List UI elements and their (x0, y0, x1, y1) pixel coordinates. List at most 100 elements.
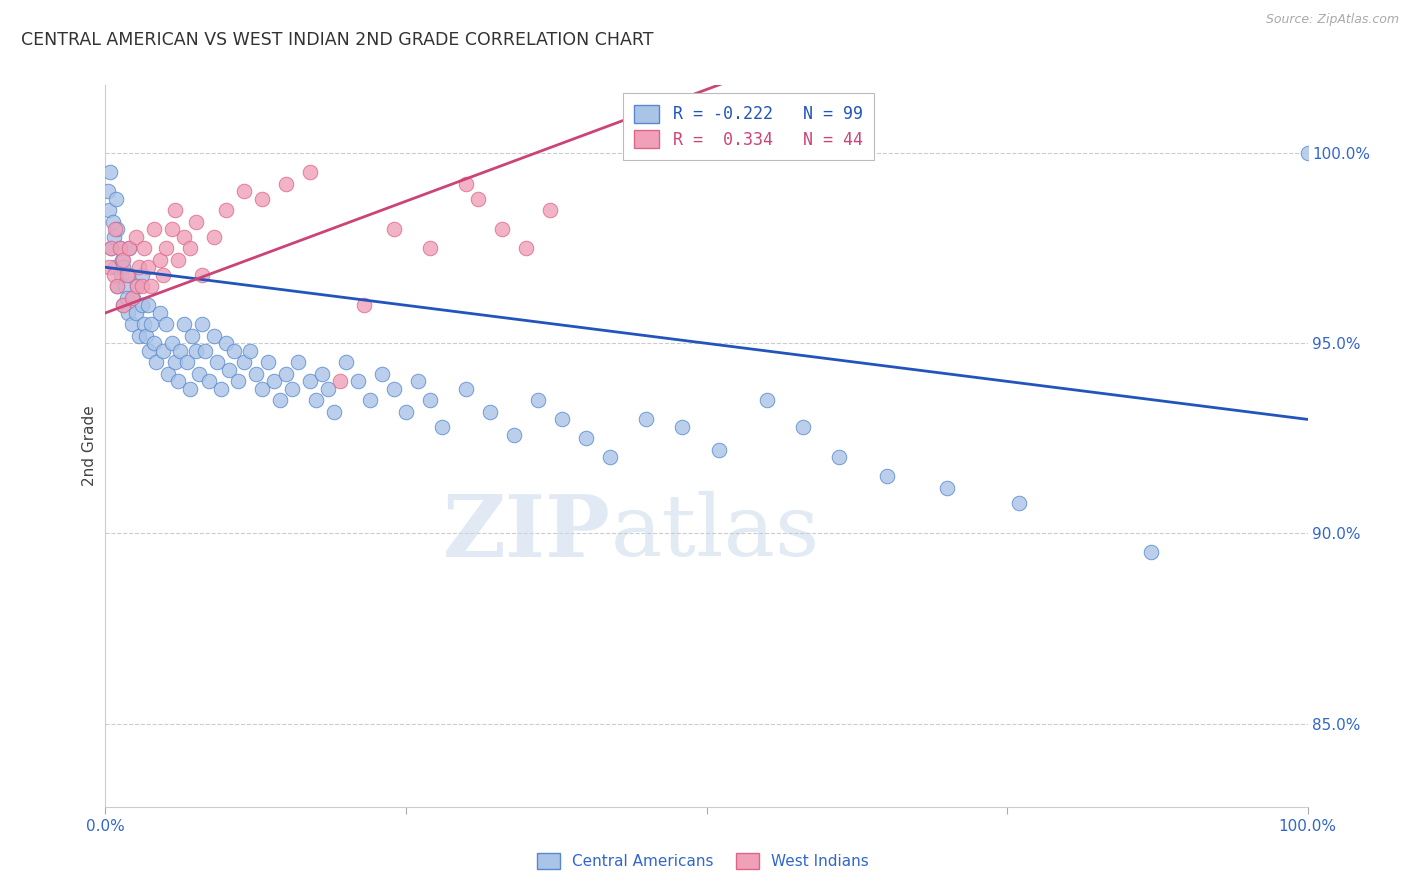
Point (239, 343, 262, 358)
Point (209, 382, 232, 396)
Point (155, 318, 177, 332)
Point (194, 343, 217, 358)
Point (155, 241, 177, 255)
Point (190, 318, 212, 332)
Point (179, 382, 201, 396)
Point (100, 241, 122, 255)
Point (232, 184, 254, 198)
Point (226, 375, 249, 389)
Point (145, 355, 167, 369)
Text: Source: ZipAtlas.com: Source: ZipAtlas.com (1265, 13, 1399, 27)
Point (454, 177, 477, 191)
Point (98, 165, 121, 179)
Point (371, 367, 394, 381)
Point (707, 442, 730, 457)
Point (274, 367, 297, 381)
Point (936, 481, 959, 495)
Point (118, 268, 141, 282)
Point (322, 405, 344, 419)
Point (97, 184, 120, 198)
Point (179, 241, 201, 255)
Legend: R = -0.222   N = 99, R =  0.334   N = 44: R = -0.222 N = 99, R = 0.334 N = 44 (623, 93, 875, 161)
Point (139, 279, 162, 293)
Point (105, 192, 128, 206)
Point (636, 412, 658, 426)
Point (173, 318, 195, 332)
Text: ZIP: ZIP (443, 491, 610, 574)
Point (250, 382, 273, 396)
Point (755, 393, 778, 408)
Point (165, 355, 187, 369)
Point (491, 222, 513, 236)
Point (160, 336, 183, 351)
Point (124, 230, 146, 244)
Point (122, 291, 145, 305)
Point (1140, 545, 1163, 559)
Point (138, 343, 160, 358)
Point (551, 412, 574, 426)
Point (329, 375, 352, 389)
Point (111, 252, 134, 267)
Point (131, 279, 153, 293)
Point (245, 367, 267, 381)
Point (107, 279, 129, 293)
Point (454, 382, 477, 396)
Point (136, 260, 159, 275)
Point (100, 241, 122, 255)
Point (256, 355, 278, 369)
Point (107, 222, 129, 236)
Point (359, 393, 381, 408)
Point (1008, 496, 1031, 510)
Point (382, 382, 405, 396)
Point (112, 298, 135, 312)
Point (269, 393, 291, 408)
Point (190, 268, 212, 282)
Point (467, 192, 489, 206)
Point (382, 222, 405, 236)
Point (101, 214, 124, 228)
Point (139, 318, 162, 332)
Point (104, 222, 127, 236)
Point (671, 420, 693, 434)
Point (169, 343, 191, 358)
Text: atlas: atlas (610, 491, 820, 574)
Point (298, 165, 321, 179)
Point (118, 241, 141, 255)
Point (419, 393, 441, 408)
Point (515, 241, 537, 255)
Point (107, 279, 129, 293)
Point (347, 375, 370, 389)
Point (128, 328, 150, 343)
Point (298, 375, 321, 389)
Point (250, 192, 273, 206)
Point (316, 382, 339, 396)
Point (181, 328, 204, 343)
Y-axis label: 2nd Grade: 2nd Grade (82, 406, 97, 486)
Point (131, 268, 153, 282)
Point (538, 203, 561, 218)
Point (173, 230, 195, 244)
Point (479, 405, 502, 419)
Point (419, 241, 441, 255)
Point (114, 279, 136, 293)
Point (166, 252, 188, 267)
Point (503, 427, 526, 442)
Point (125, 279, 148, 293)
Point (430, 420, 453, 434)
Point (115, 291, 138, 305)
Point (311, 367, 333, 381)
Point (142, 336, 165, 351)
Point (202, 328, 225, 343)
Point (575, 431, 598, 445)
Point (148, 306, 170, 320)
Point (207, 355, 229, 369)
Point (98, 260, 121, 275)
Point (156, 367, 179, 381)
Point (281, 382, 304, 396)
Legend: Central Americans, West Indians: Central Americans, West Indians (530, 847, 876, 875)
Point (121, 291, 143, 305)
Point (287, 355, 309, 369)
Point (152, 343, 174, 358)
Point (121, 318, 143, 332)
Point (108, 241, 131, 255)
